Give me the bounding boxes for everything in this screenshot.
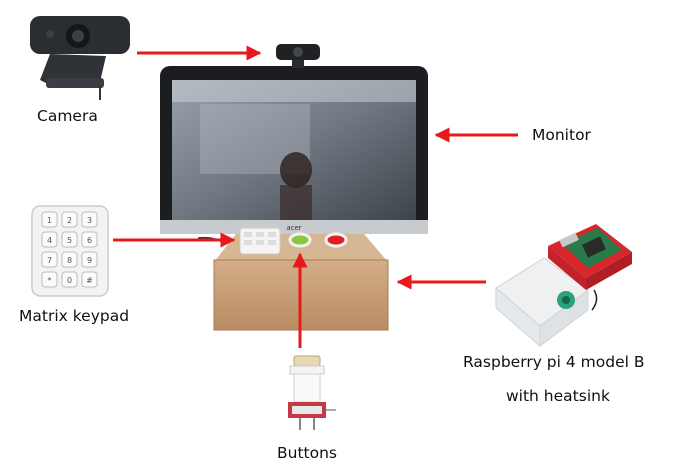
keypad-keys: 1 2 3 4 5 6 7 8 9 * 0 #: [41, 211, 98, 288]
keypad-key-label: 6: [87, 236, 92, 245]
keypad-label: Matrix keypad: [19, 307, 130, 325]
keypad-key-label: 2: [67, 216, 72, 225]
camera-image: [30, 16, 130, 100]
camera-label: Camera: [37, 107, 98, 125]
buttons-label: Buttons: [277, 444, 337, 462]
cardboard-box: [197, 227, 389, 331]
monitor-label: Monitor: [532, 126, 591, 144]
keypad-key-label: 0: [67, 276, 72, 285]
raspberry-pi-image: [495, 224, 632, 348]
keypad-key-label: 7: [47, 256, 52, 265]
keypad-image: 1 2 3 4 5 6 7 8 9 * 0 #: [31, 205, 109, 297]
keypad-key-label: #: [86, 276, 93, 285]
keypad-key: [81, 231, 98, 248]
monitor-image: acer: [160, 66, 428, 240]
keypad-key: [41, 251, 58, 268]
green-button: [288, 232, 312, 248]
keypad-key-label: 8: [67, 256, 72, 265]
keypad-key: [81, 251, 98, 268]
monitor-brand-logo: acer: [286, 224, 301, 232]
keypad-key: [41, 271, 58, 288]
keypad-key-label: 3: [87, 216, 92, 225]
keypad-key: [61, 251, 78, 268]
keypad-key: [41, 211, 58, 228]
rpi-label-line1: Raspberry pi 4 model B: [463, 353, 645, 371]
keypad-key-label: 5: [67, 236, 72, 245]
arcade-button-image: [288, 355, 336, 430]
keypad-key: [61, 231, 78, 248]
webcam-on-monitor: [276, 44, 320, 68]
keypad-key: [81, 271, 98, 288]
keypad-key-label: *: [48, 276, 52, 285]
keypad-key: [41, 231, 58, 248]
rpi-label-line2: with heatsink: [506, 387, 610, 405]
mini-keypad-on-box: [239, 227, 281, 255]
red-button: [324, 232, 348, 248]
keypad-key: [81, 211, 98, 228]
keypad-key-label: 9: [87, 256, 92, 265]
keypad-key-label: 1: [47, 216, 52, 225]
keypad-key: [61, 211, 78, 228]
keypad-key: [61, 271, 78, 288]
keypad-key-label: 4: [47, 236, 52, 245]
